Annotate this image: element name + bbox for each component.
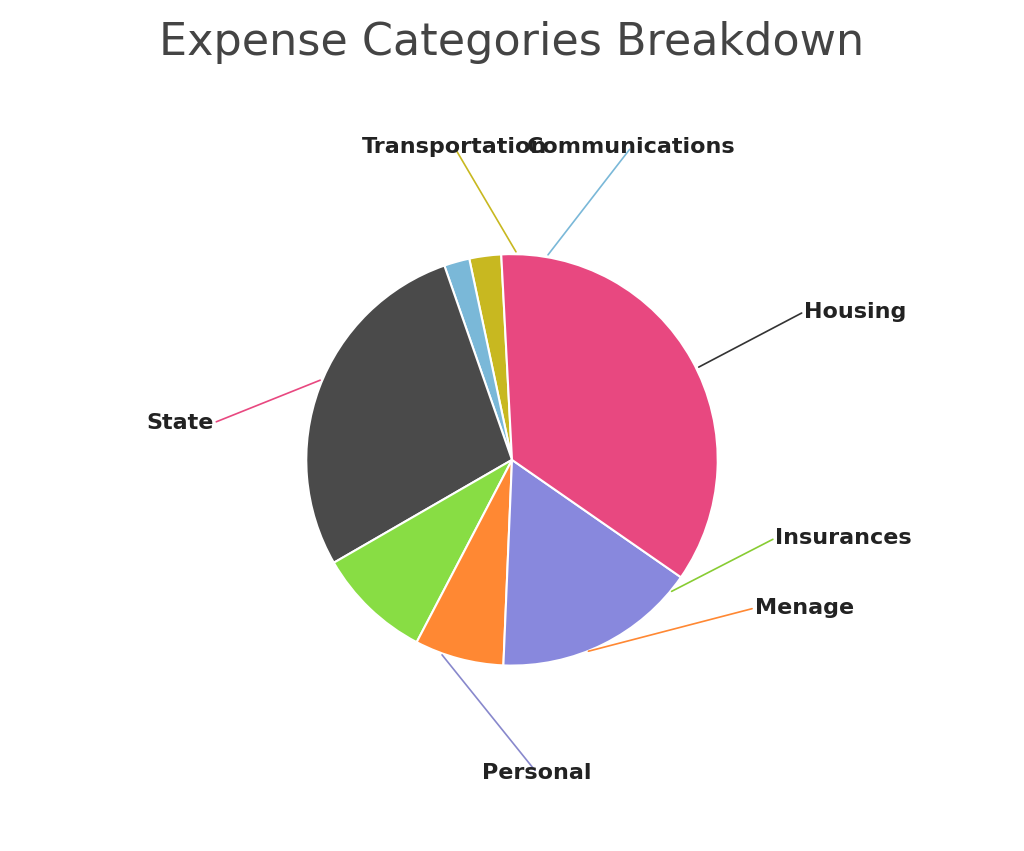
Title: Expense Categories Breakdown: Expense Categories Breakdown bbox=[160, 20, 864, 64]
Wedge shape bbox=[417, 460, 512, 665]
Text: Menage: Menage bbox=[755, 598, 854, 618]
Text: Transportation: Transportation bbox=[361, 137, 547, 157]
Text: State: State bbox=[146, 413, 214, 433]
Text: Personal: Personal bbox=[482, 762, 592, 783]
Text: Housing: Housing bbox=[804, 302, 906, 322]
Wedge shape bbox=[334, 460, 512, 643]
Wedge shape bbox=[444, 259, 512, 460]
Wedge shape bbox=[306, 266, 512, 563]
Wedge shape bbox=[501, 254, 718, 577]
Text: Insurances: Insurances bbox=[775, 528, 912, 548]
Text: Communications: Communications bbox=[527, 137, 735, 157]
Wedge shape bbox=[469, 254, 512, 460]
Wedge shape bbox=[504, 460, 681, 665]
